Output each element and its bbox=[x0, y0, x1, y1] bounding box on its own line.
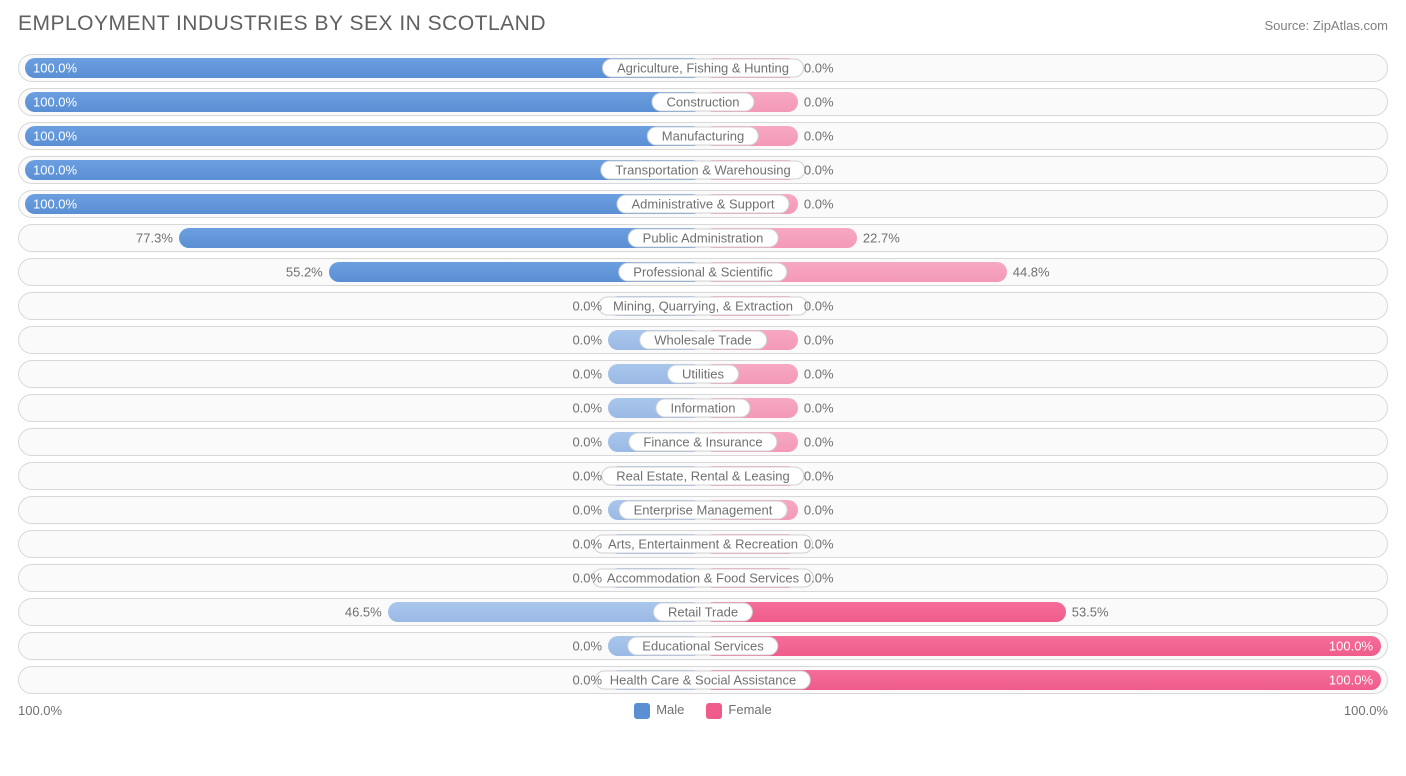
chart-row: Wholesale Trade 0.0% 0.0% bbox=[18, 326, 1388, 354]
chart-row: Health Care & Social Assistance0.0% 100.0… bbox=[18, 666, 1388, 694]
female-pct-label: 0.0% bbox=[804, 197, 834, 212]
category-label: Accommodation & Food Services bbox=[592, 569, 814, 588]
female-swatch-icon bbox=[706, 703, 722, 719]
male-pct-label: 0.0% bbox=[572, 401, 602, 416]
male-pct-label: 0.0% bbox=[572, 299, 602, 314]
chart-row: Information 0.0% 0.0% bbox=[18, 394, 1388, 422]
category-label: Finance & Insurance bbox=[628, 433, 777, 452]
female-pct-label: 0.0% bbox=[804, 333, 834, 348]
chart-row: Real Estate, Rental & Leasing0.0% 0.0% bbox=[18, 462, 1388, 490]
chart-row: Professional & Scientific 55.2% 44.8% bbox=[18, 258, 1388, 286]
axis-right-label: 100.0% bbox=[1344, 703, 1388, 718]
female-pct-label: 0.0% bbox=[804, 469, 834, 484]
category-label: Enterprise Management bbox=[619, 501, 788, 520]
female-pct-label: 100.0% bbox=[1329, 639, 1373, 654]
chart-row: Manufacturing 100.0% 0.0% bbox=[18, 122, 1388, 150]
male-pct-label: 0.0% bbox=[572, 639, 602, 654]
female-pct-label: 0.0% bbox=[804, 299, 834, 314]
chart-row: Administrative & Support 100.0% 0.0% bbox=[18, 190, 1388, 218]
chart-title: EMPLOYMENT INDUSTRIES BY SEX IN SCOTLAND bbox=[18, 12, 546, 36]
chart-source: Source: ZipAtlas.com bbox=[1264, 18, 1388, 33]
male-bar bbox=[25, 92, 703, 112]
female-bar bbox=[703, 602, 1066, 622]
male-pct-label: 0.0% bbox=[572, 469, 602, 484]
male-pct-label: 100.0% bbox=[33, 61, 77, 76]
male-pct-label: 0.0% bbox=[572, 333, 602, 348]
category-label: Utilities bbox=[667, 365, 739, 384]
chart-row: Public Administration 77.3% 22.7% bbox=[18, 224, 1388, 252]
chart-row: Educational Services 0.0% 100.0% bbox=[18, 632, 1388, 660]
category-label: Administrative & Support bbox=[616, 195, 789, 214]
male-pct-label: 100.0% bbox=[33, 129, 77, 144]
chart-row: Mining, Quarrying, & Extraction0.0% 0.0% bbox=[18, 292, 1388, 320]
chart-row: Agriculture, Fishing & Hunting 100.0% 0.0% bbox=[18, 54, 1388, 82]
chart-row: Accommodation & Food Services0.0% 0.0% bbox=[18, 564, 1388, 592]
chart-row: Enterprise Management 0.0% 0.0% bbox=[18, 496, 1388, 524]
male-pct-label: 77.3% bbox=[136, 231, 173, 246]
category-label: Agriculture, Fishing & Hunting bbox=[602, 59, 804, 78]
legend-male: Male bbox=[634, 702, 684, 719]
male-bar bbox=[25, 194, 703, 214]
category-label: Retail Trade bbox=[653, 603, 753, 622]
legend: Male Female bbox=[634, 702, 772, 719]
chart-row: Transportation & Warehousing 100.0% 0.0% bbox=[18, 156, 1388, 184]
chart-row: Utilities 0.0% 0.0% bbox=[18, 360, 1388, 388]
female-pct-label: 22.7% bbox=[863, 231, 900, 246]
category-label: Information bbox=[655, 399, 750, 418]
female-pct-label: 0.0% bbox=[804, 503, 834, 518]
chart-header: EMPLOYMENT INDUSTRIES BY SEX IN SCOTLAND… bbox=[18, 12, 1388, 36]
male-pct-label: 0.0% bbox=[572, 367, 602, 382]
female-pct-label: 0.0% bbox=[804, 61, 834, 76]
male-pct-label: 0.0% bbox=[572, 503, 602, 518]
female-pct-label: 0.0% bbox=[804, 95, 834, 110]
female-pct-label: 0.0% bbox=[804, 367, 834, 382]
category-label: Manufacturing bbox=[647, 127, 759, 146]
category-label: Transportation & Warehousing bbox=[600, 161, 805, 180]
male-pct-label: 100.0% bbox=[33, 163, 77, 178]
male-bar bbox=[25, 126, 703, 146]
female-bar bbox=[703, 636, 1381, 656]
category-label: Educational Services bbox=[627, 637, 778, 656]
axis-left-label: 100.0% bbox=[18, 703, 62, 718]
chart-row: Retail Trade 46.5% 53.5% bbox=[18, 598, 1388, 626]
female-pct-label: 53.5% bbox=[1072, 605, 1109, 620]
female-pct-label: 44.8% bbox=[1013, 265, 1050, 280]
category-label: Public Administration bbox=[628, 229, 779, 248]
male-pct-label: 0.0% bbox=[572, 537, 602, 552]
female-pct-label: 0.0% bbox=[804, 435, 834, 450]
category-label: Arts, Entertainment & Recreation bbox=[593, 535, 813, 554]
female-pct-label: 0.0% bbox=[804, 163, 834, 178]
male-pct-label: 100.0% bbox=[33, 197, 77, 212]
male-pct-label: 0.0% bbox=[572, 571, 602, 586]
male-pct-label: 0.0% bbox=[572, 673, 602, 688]
category-label: Construction bbox=[652, 93, 755, 112]
category-label: Health Care & Social Assistance bbox=[595, 671, 811, 690]
female-pct-label: 0.0% bbox=[804, 537, 834, 552]
chart-row: Arts, Entertainment & Recreation0.0% 0.0% bbox=[18, 530, 1388, 558]
male-bar bbox=[179, 228, 703, 248]
legend-female-label: Female bbox=[728, 702, 771, 717]
legend-male-label: Male bbox=[656, 702, 684, 717]
male-swatch-icon bbox=[634, 703, 650, 719]
male-pct-label: 100.0% bbox=[33, 95, 77, 110]
category-label: Real Estate, Rental & Leasing bbox=[601, 467, 804, 486]
male-pct-label: 0.0% bbox=[572, 435, 602, 450]
chart-row: Finance & Insurance 0.0% 0.0% bbox=[18, 428, 1388, 456]
chart-body: Agriculture, Fishing & Hunting 100.0% 0.0%… bbox=[18, 54, 1388, 694]
category-label: Mining, Quarrying, & Extraction bbox=[598, 297, 808, 316]
male-pct-label: 46.5% bbox=[345, 605, 382, 620]
chart-row: Construction 100.0% 0.0% bbox=[18, 88, 1388, 116]
legend-female: Female bbox=[706, 702, 771, 719]
male-pct-label: 55.2% bbox=[286, 265, 323, 280]
female-pct-label: 0.0% bbox=[804, 129, 834, 144]
category-label: Professional & Scientific bbox=[618, 263, 787, 282]
female-pct-label: 0.0% bbox=[804, 401, 834, 416]
category-label: Wholesale Trade bbox=[639, 331, 767, 350]
female-pct-label: 100.0% bbox=[1329, 673, 1373, 688]
female-pct-label: 0.0% bbox=[804, 571, 834, 586]
chart-footer: 100.0% Male Female 100.0% bbox=[18, 702, 1388, 719]
